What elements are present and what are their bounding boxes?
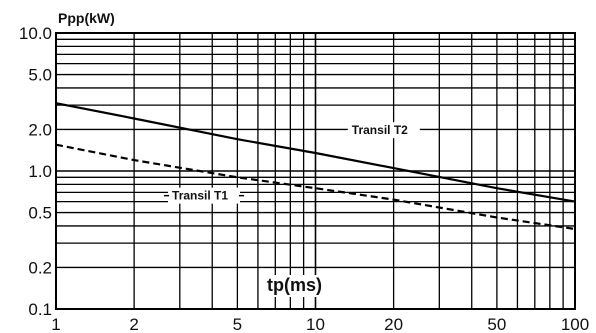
x-tick-label: 10 [306,315,325,333]
series-labels: Transil T2 Transil T1 tp(ms) [164,122,420,298]
series-lines [55,102,576,231]
series-label-t1: Transil T1 [172,189,228,203]
x-tick-label: 50 [487,315,506,333]
x-tick-label: 2 [129,315,138,333]
chart-title: Ppp(kW) [58,10,115,26]
series-label-bg [168,187,241,204]
x-axis-label-bg [263,275,326,298]
y-tick-label: 1.0 [28,162,52,181]
series-line-1 [55,102,576,203]
series-line-2 [55,143,576,231]
series-label-t2: Transil T2 [352,123,408,137]
x-axis-label: tp(ms) [267,275,322,295]
series-label-bg [347,122,420,139]
x-tick-label: 5 [233,315,242,333]
grid [55,32,576,310]
tick-labels: 0.1 0.2 0.5 1.0 2.0 5.0 10.0 1 2 5 10 20 50 100 [19,24,589,333]
y-tick-label: 2.0 [28,120,52,139]
y-tick-label: 5.0 [28,66,52,85]
y-tick-label: 0.1 [28,300,52,319]
x-tick-label: 1 [51,315,60,333]
y-tick-label: 0.2 [28,258,52,277]
y-tick-label: 0.5 [28,204,52,223]
x-tick-label: 20 [384,315,403,333]
plot-frame [55,32,576,310]
y-tick-label: 10.0 [19,24,52,43]
x-tick-label: 100 [561,315,589,333]
